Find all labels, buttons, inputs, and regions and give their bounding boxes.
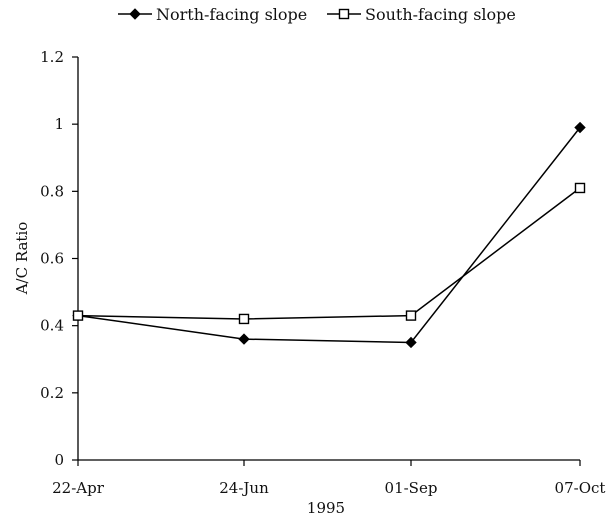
- data-point-south-facing: [574, 182, 586, 194]
- y-tick-label: 0: [54, 451, 64, 469]
- legend-label: North-facing slope: [156, 5, 307, 24]
- data-point-south-facing: [238, 313, 250, 325]
- x-axis: 22-Apr 24-Jun 01-Sep 07-Oct: [52, 459, 606, 497]
- data-point-north-facing: [238, 333, 250, 345]
- data-point-south-facing: [405, 310, 417, 321]
- legend-label: South-facing slope: [365, 5, 516, 24]
- x-tick-label: 24-Jun: [219, 479, 269, 497]
- legend-square-marker: [338, 8, 350, 20]
- x-tick-label: 07-Oct: [555, 479, 606, 497]
- y-tick-label: 0.6: [40, 250, 64, 268]
- y-tick-label: 0.2: [40, 384, 64, 402]
- y-tick-label: 0.8: [40, 182, 64, 200]
- y-tick-label: 0.4: [40, 317, 64, 335]
- data-point-north-facing: [574, 121, 586, 134]
- x-tick-label: 22-Apr: [52, 479, 105, 497]
- y-axis: 0 0.2 0.4 0.6 0.8 1 1.2: [40, 48, 79, 469]
- legend-diamond-marker: [129, 8, 141, 20]
- data-point-south-facing: [72, 310, 84, 321]
- x-axis-title: 1995: [307, 499, 345, 517]
- series-line-south-facing: [77, 187, 581, 320]
- legend: North-facing slope South-facing slope: [118, 5, 516, 24]
- x-tick-label: 01-Sep: [385, 479, 438, 497]
- series-line-north-facing: [77, 127, 581, 344]
- y-tick-label: 1: [54, 115, 64, 133]
- y-tick-label: 1.2: [40, 48, 64, 66]
- data-point-north-facing: [405, 336, 417, 349]
- y-axis-title: A/C Ratio: [13, 222, 31, 296]
- series-layer: [72, 121, 586, 349]
